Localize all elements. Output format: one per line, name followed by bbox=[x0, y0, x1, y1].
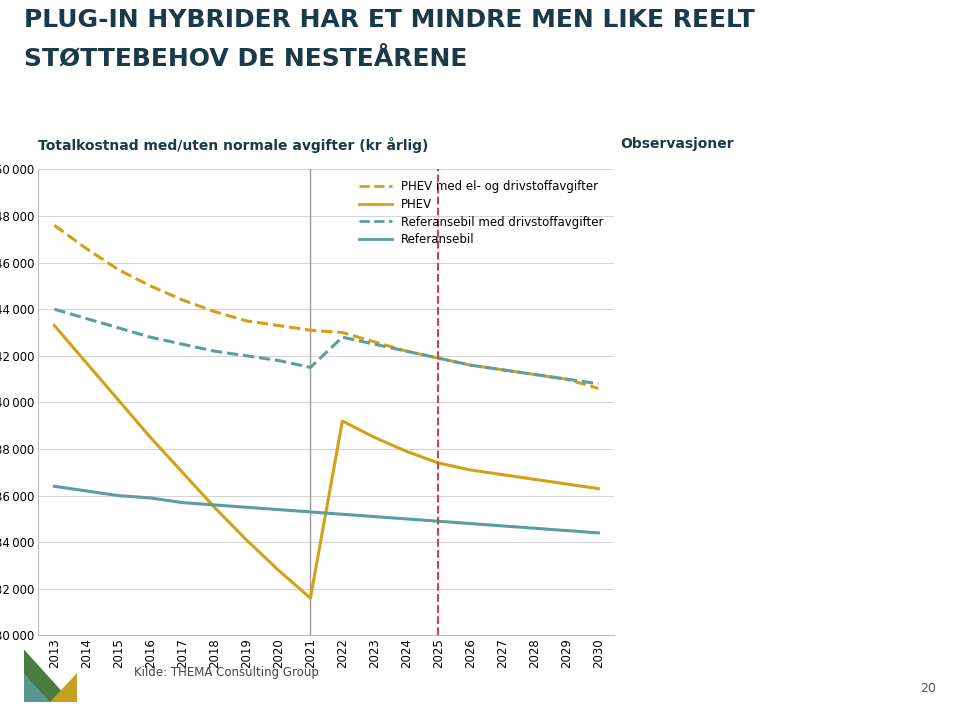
Text: ▪  Heltrukne linjer viser rene
    kostnadsforhold uten noen
    avgifter (ikke : ▪ Heltrukne linjer viser rene kostnadsfo… bbox=[660, 316, 862, 380]
Text: Plug-in hybrider vil alltid
være fossil bil med ekstra
batteri og komponenter –
: Plug-in hybrider vil alltid være fossil … bbox=[648, 184, 855, 253]
Text: ▪  Stiplede linjer inkluderer
    ‘normale’ avgifter (ikke
    dedikert virkemid: ▪ Stiplede linjer inkluderer ‘normale’ a… bbox=[660, 472, 863, 553]
Polygon shape bbox=[24, 674, 51, 702]
Text: Observasjoner: Observasjoner bbox=[620, 137, 733, 151]
Polygon shape bbox=[51, 674, 77, 702]
Text: PLUG-IN HYBRIDER HAR ET MINDRE MEN LIKE REELT: PLUG-IN HYBRIDER HAR ET MINDRE MEN LIKE … bbox=[23, 8, 755, 32]
Text: Totalkostnad med/uten normale avgifter (kr årlig): Totalkostnad med/uten normale avgifter (… bbox=[38, 137, 429, 153]
Text: Plug-in hybrider trenger
trolig dedikert støtte i 5-10 år: Plug-in hybrider trenger trolig dedikert… bbox=[648, 409, 883, 444]
Legend: PHEV med el- og drivstoffavgifter, PHEV, Referansebil med drivstoffavgifter, Ref: PHEV med el- og drivstoffavgifter, PHEV,… bbox=[354, 175, 609, 251]
Text: STØTTEBEHOV DE NESTEÅRENE: STØTTEBEHOV DE NESTEÅRENE bbox=[23, 47, 467, 71]
Text: 20: 20 bbox=[920, 683, 936, 695]
Text: Kilde: THEMA Consulting Group: Kilde: THEMA Consulting Group bbox=[134, 666, 320, 679]
Polygon shape bbox=[24, 650, 72, 702]
